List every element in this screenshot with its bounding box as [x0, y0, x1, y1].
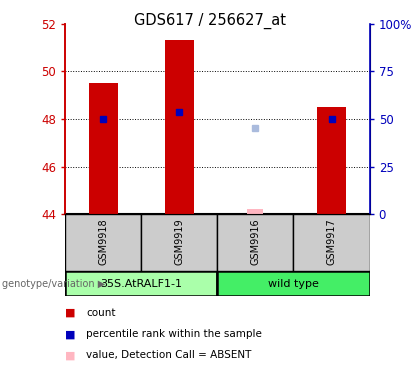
Text: ■: ■ — [65, 329, 76, 339]
Text: ■: ■ — [65, 350, 76, 361]
Bar — [247, 209, 263, 214]
Bar — [65, 214, 141, 271]
Text: GDS617 / 256627_at: GDS617 / 256627_at — [134, 13, 286, 29]
Text: GSM9918: GSM9918 — [98, 218, 108, 265]
Text: GSM9919: GSM9919 — [174, 218, 184, 265]
Bar — [89, 83, 118, 214]
Text: 35S.AtRALF1-1: 35S.AtRALF1-1 — [100, 279, 182, 289]
Bar — [294, 214, 370, 271]
Text: genotype/variation ▶: genotype/variation ▶ — [2, 279, 105, 289]
Bar — [165, 41, 194, 214]
Text: GSM9916: GSM9916 — [250, 218, 260, 265]
Bar — [141, 214, 218, 271]
Text: value, Detection Call = ABSENT: value, Detection Call = ABSENT — [86, 350, 252, 361]
Bar — [317, 107, 346, 214]
Text: count: count — [86, 308, 116, 318]
Text: wild type: wild type — [268, 279, 319, 289]
Bar — [65, 271, 218, 296]
Text: GSM9917: GSM9917 — [326, 218, 336, 265]
Text: percentile rank within the sample: percentile rank within the sample — [86, 329, 262, 339]
Text: ■: ■ — [65, 308, 76, 318]
Bar — [218, 271, 370, 296]
Bar — [218, 214, 294, 271]
